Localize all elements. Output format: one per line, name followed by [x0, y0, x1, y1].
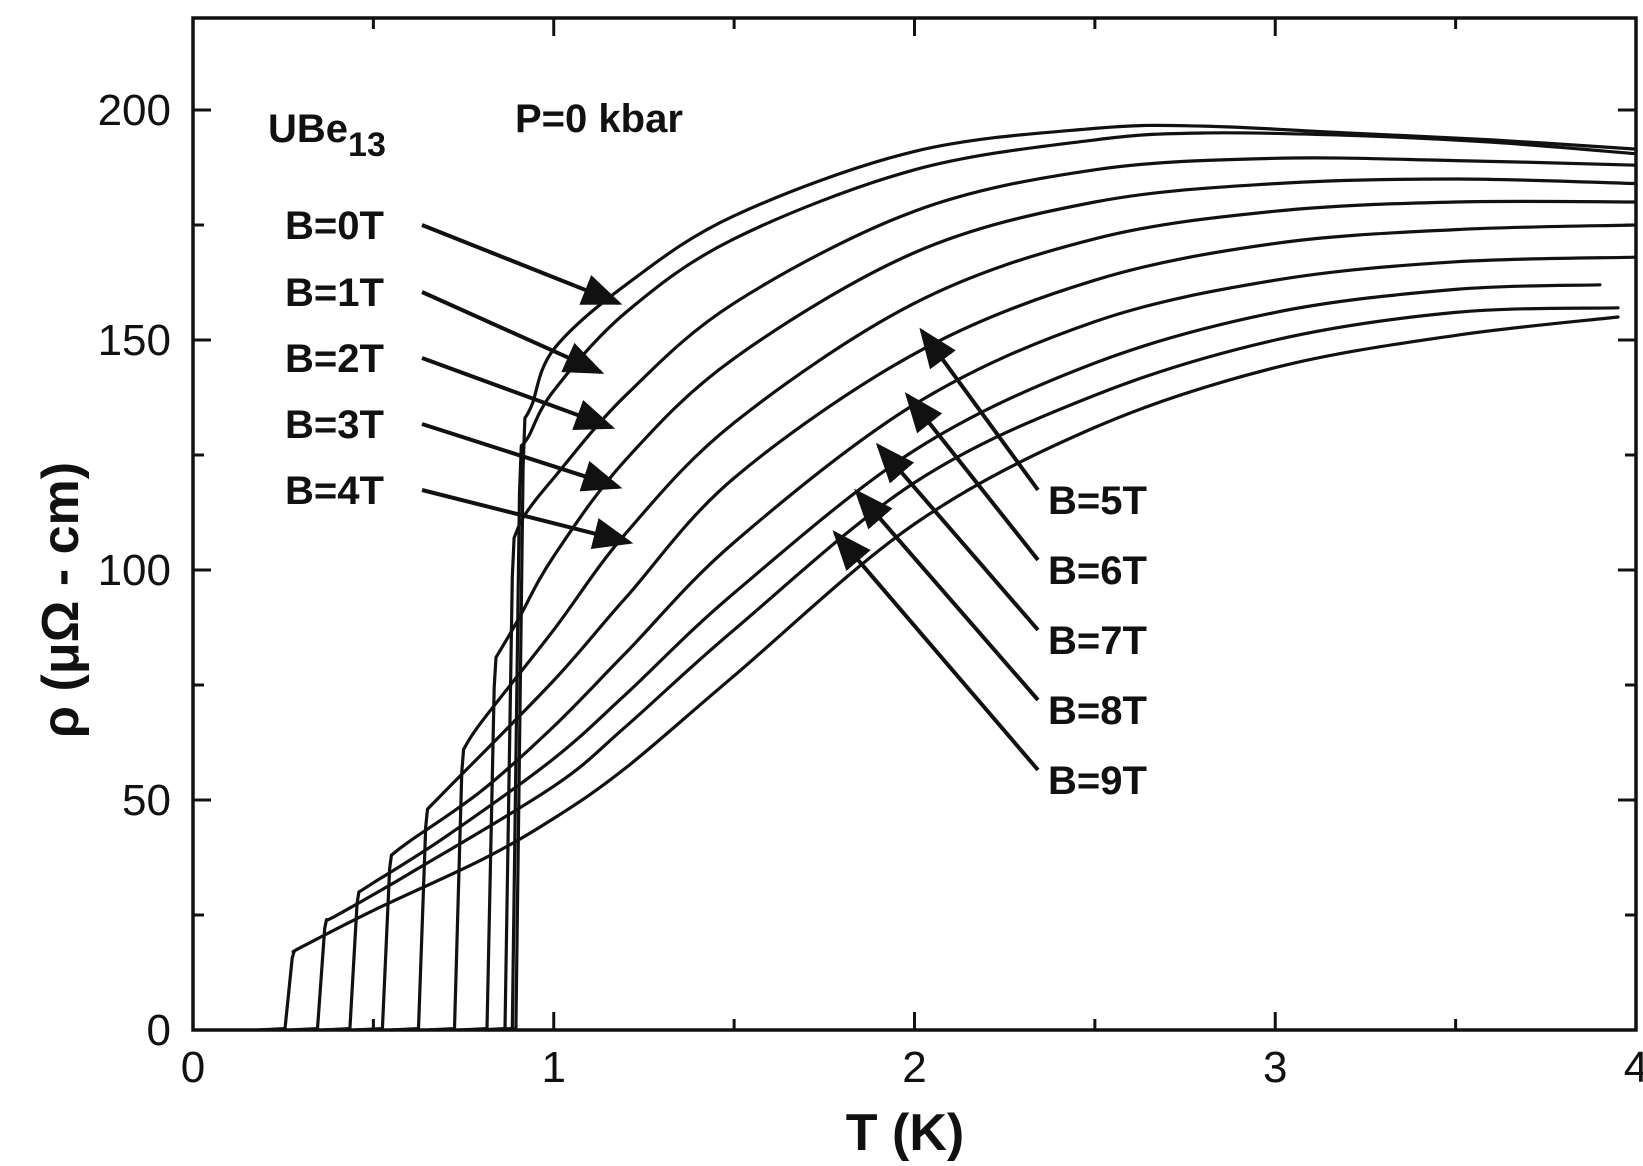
series-label-right: B=6T — [1048, 549, 1147, 593]
series-label-left: B=4T — [285, 469, 384, 513]
series-line-b-4t — [425, 199, 1638, 1032]
series-line-b-3t — [458, 177, 1638, 1032]
axis-ticks — [191, 18, 1638, 1032]
series-line-b-8t — [288, 306, 1620, 1032]
label-arrow-left — [421, 488, 634, 550]
axis-tick-labels: 0 1 2 3 4 0 50 100 150 200 — [98, 86, 1643, 1092]
y-tick-label: 200 — [98, 86, 171, 135]
y-tick-label: 150 — [98, 316, 171, 365]
y-tick-label: 0 — [147, 1006, 171, 1055]
x-tick-label: 3 — [1263, 1043, 1287, 1092]
x-axis-label: T (K) — [846, 1104, 964, 1162]
series-label-right: B=8T — [1048, 689, 1147, 733]
series-label-left: B=0T — [285, 204, 384, 248]
series-line-b-2t — [476, 156, 1638, 1032]
series-line-b-7t — [321, 283, 1602, 1032]
series-line-b-6t — [353, 255, 1638, 1032]
label-arrow-left — [421, 223, 623, 306]
label-arrows — [421, 223, 1040, 772]
label-arrow-left — [421, 422, 623, 492]
series-label-right: B=5T — [1048, 479, 1147, 523]
y-tick-label: 100 — [98, 546, 171, 595]
label-arrow-right — [904, 392, 1040, 562]
label-arrow-right — [854, 488, 1040, 702]
label-arrow-right — [919, 327, 1040, 492]
y-axis-label: ρ (μΩ - cm) — [32, 462, 90, 738]
x-tick-label: 1 — [542, 1043, 566, 1092]
label-arrow-right — [832, 530, 1040, 772]
label-arrow-right — [875, 442, 1040, 632]
series-lines — [256, 123, 1638, 1032]
series-label-right: B=9T — [1048, 759, 1147, 803]
series-line-b-1t — [483, 131, 1638, 1032]
series-line-b-9t — [256, 315, 1620, 1032]
series-label-left: B=1T — [285, 271, 384, 315]
series-label-left: B=2T — [285, 337, 384, 381]
x-tick-label: 0 — [181, 1043, 205, 1092]
series-line-b-5t — [389, 223, 1638, 1032]
pressure-label: P=0 kbar — [515, 97, 683, 141]
label-arrow-left — [421, 356, 616, 431]
label-arrow-left — [421, 290, 605, 375]
series-labels: B=0T B=1T B=2T B=3T B=4T B=5T B=6T B=7T B=8T B=9T — [285, 204, 1147, 803]
x-tick-label: 4 — [1624, 1043, 1643, 1092]
y-tick-label: 50 — [122, 776, 171, 825]
x-tick-label: 2 — [902, 1043, 926, 1092]
material-label: UBe13 — [268, 107, 386, 164]
series-label-right: B=7T — [1048, 619, 1147, 663]
series-label-left: B=3T — [285, 403, 384, 447]
